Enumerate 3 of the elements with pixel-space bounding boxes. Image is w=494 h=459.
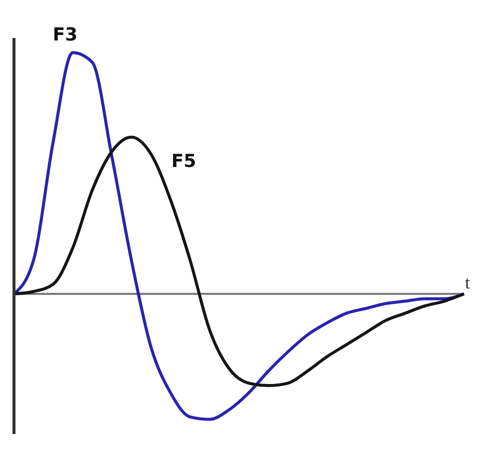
x-axis-title: t [465, 272, 470, 292]
series-label: F5 [171, 151, 196, 172]
series-label: F3 [52, 24, 78, 46]
